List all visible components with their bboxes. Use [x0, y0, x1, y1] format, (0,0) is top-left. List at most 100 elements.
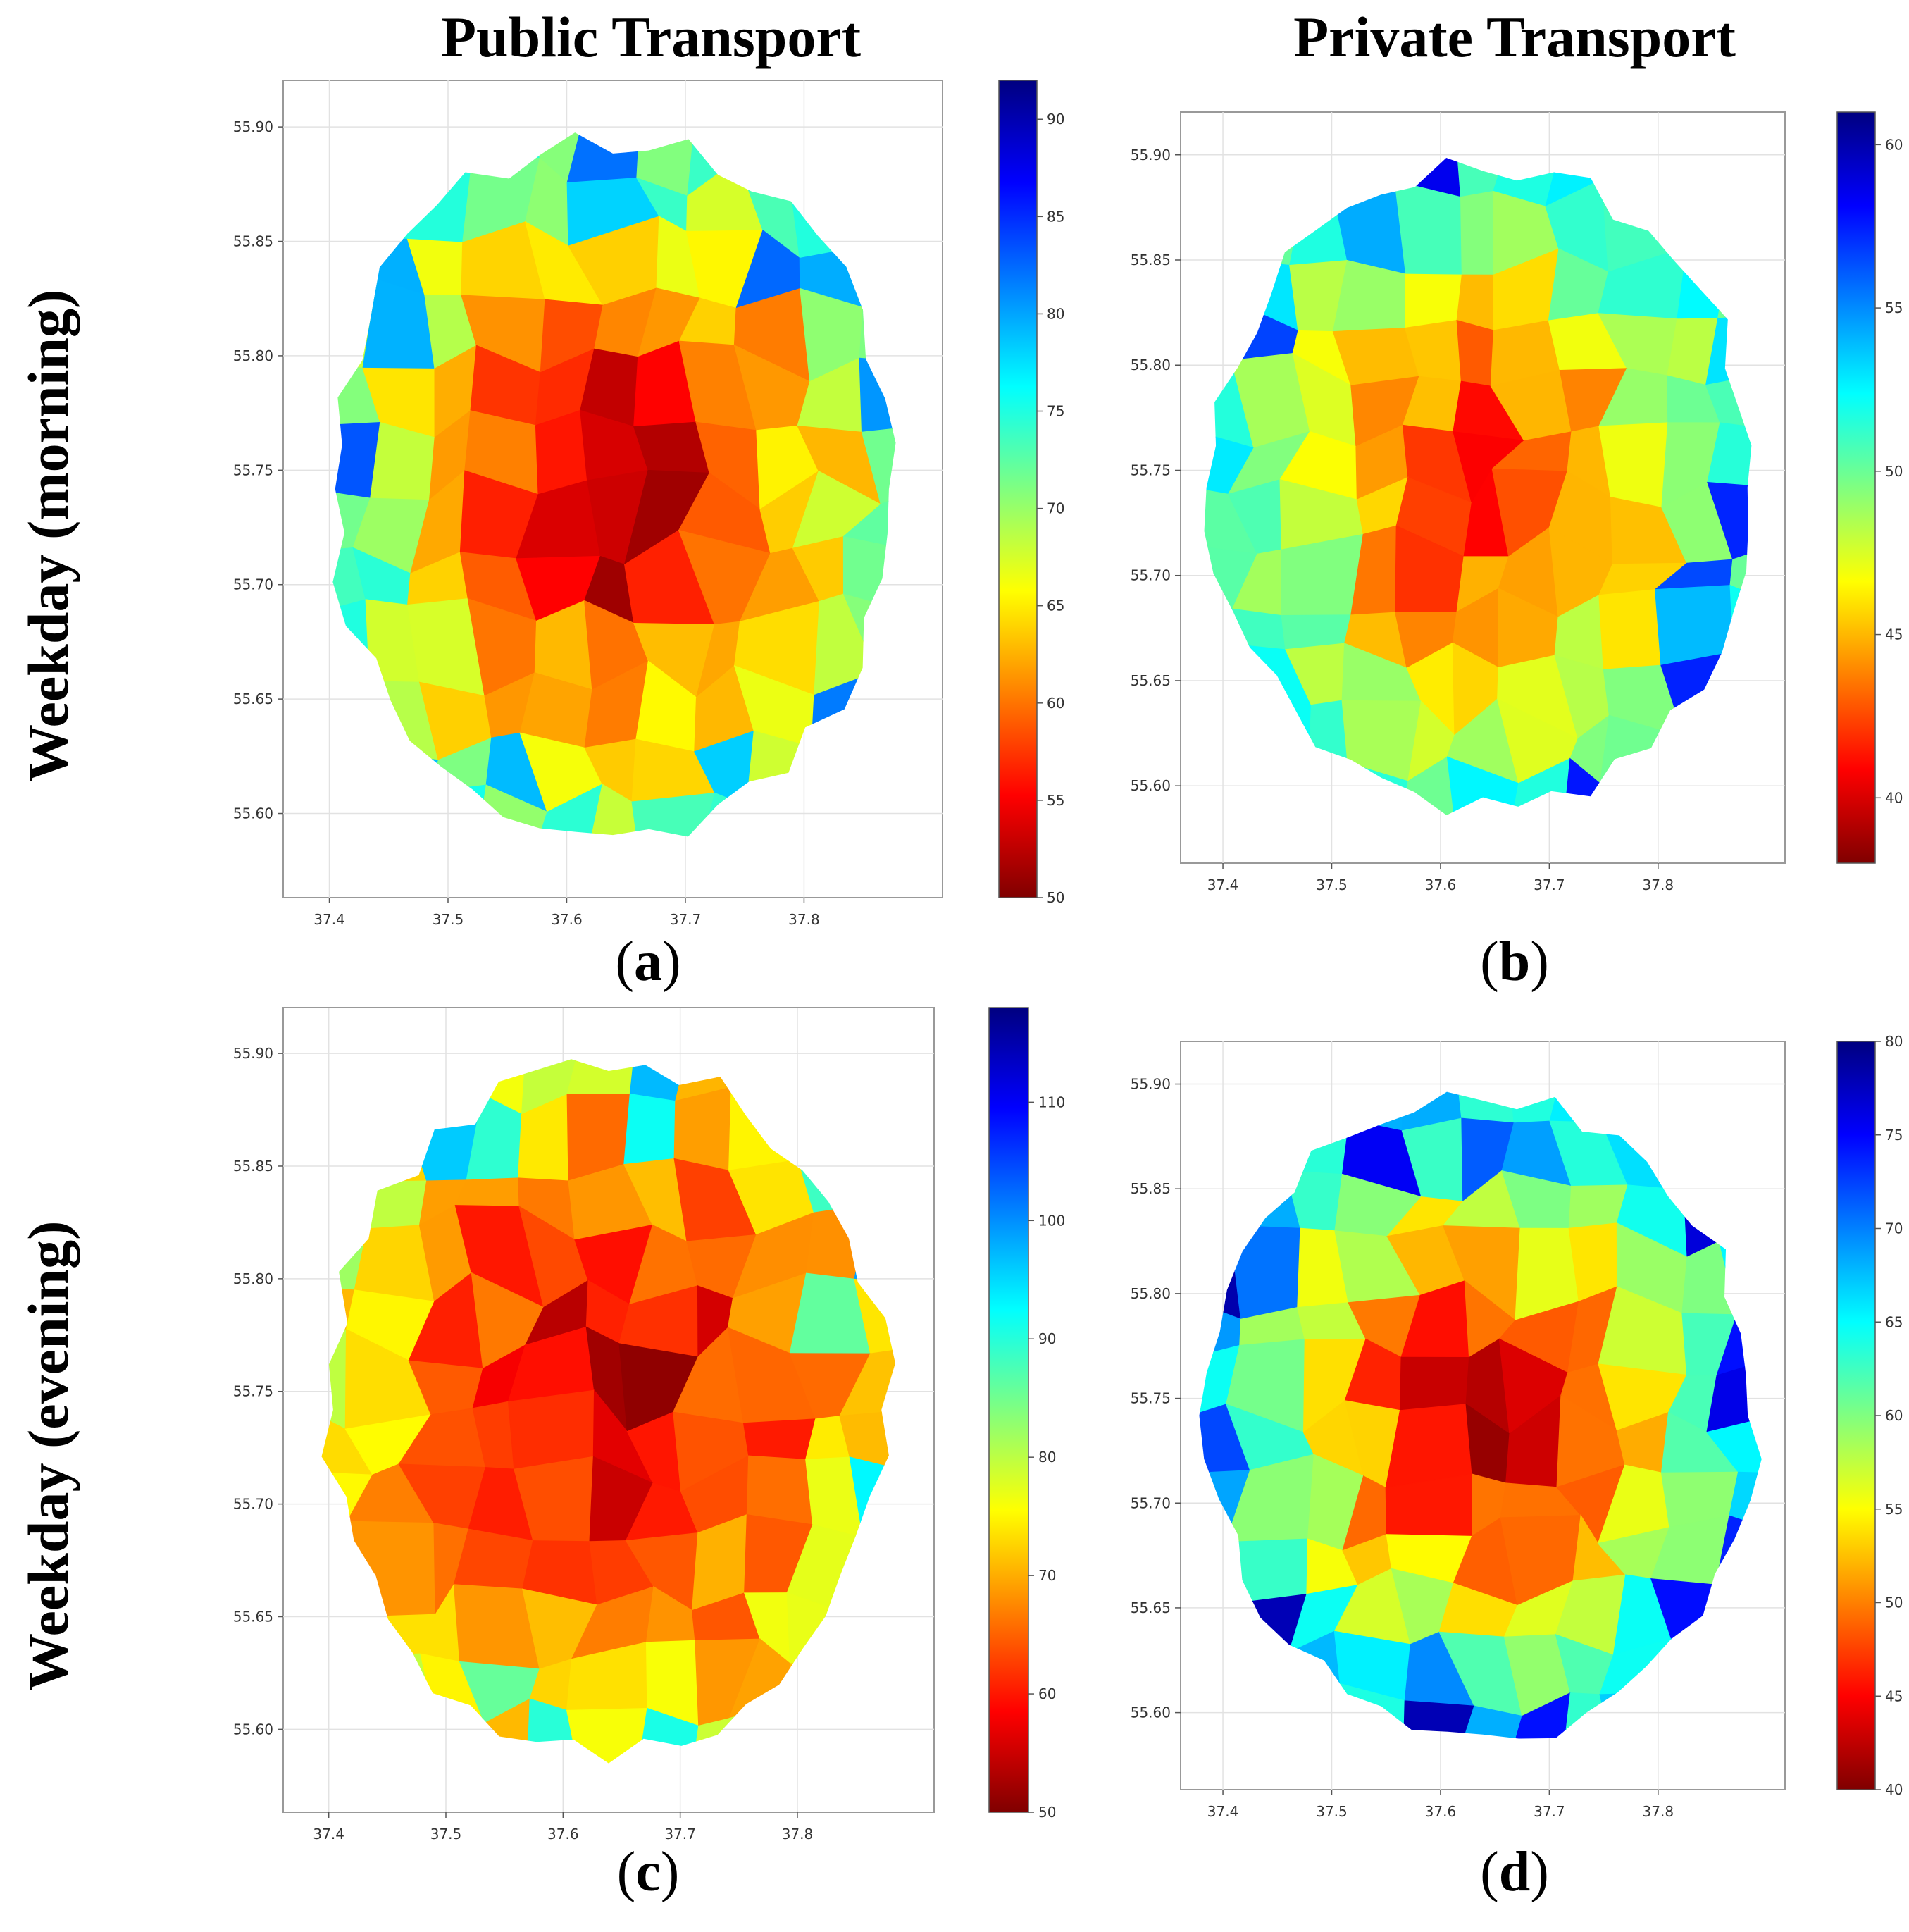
y-tick-label: 55.85 [233, 1158, 273, 1175]
y-tick-label: 55.75 [1131, 462, 1171, 478]
y-tick-label: 55.90 [1131, 1076, 1171, 1093]
colorbar-tick-label: 50 [1885, 463, 1903, 480]
colorbar-tick-label: 90 [1038, 1330, 1056, 1347]
y-tick-label: 55.60 [1131, 777, 1171, 794]
x-tick-label: 37.6 [1425, 1803, 1457, 1820]
district-region [861, 426, 896, 505]
y-tick-label: 55.65 [233, 1608, 273, 1625]
caption-d: (d) [1480, 1841, 1549, 1903]
district-region [1385, 1404, 1473, 1489]
colorbar-tick-label: 50 [1038, 1804, 1056, 1821]
y-tick-label: 55.90 [233, 1045, 273, 1062]
colorbar-tick-label: 55 [1885, 1501, 1903, 1518]
colorbar [1836, 111, 1876, 864]
district-region [1403, 1700, 1475, 1739]
district-region [742, 1418, 816, 1460]
x-tick-label: 37.7 [670, 911, 702, 928]
colorbar-tick-label: 55 [1047, 792, 1064, 809]
colorbar-tick-label: 80 [1047, 305, 1064, 322]
x-tick-label: 37.8 [782, 1826, 814, 1843]
caption-a: (a) [615, 931, 681, 993]
district-region [1707, 481, 1752, 560]
y-tick-label: 55.90 [1131, 147, 1171, 163]
x-tick-label: 37.5 [430, 1826, 462, 1843]
x-tick-label: 37.6 [551, 911, 583, 928]
x-tick-label: 37.8 [788, 911, 820, 928]
colorbar [1836, 1041, 1876, 1790]
y-tick-label: 55.75 [233, 462, 273, 478]
colorbar-tick-label: 85 [1047, 208, 1064, 225]
x-tick-label: 37.5 [1316, 1803, 1348, 1820]
district-region [529, 784, 603, 837]
y-tick-label: 55.85 [1131, 1180, 1171, 1197]
caption-c: (c) [616, 1841, 680, 1903]
x-tick-label: 37.4 [313, 911, 345, 928]
colorbar-tick-label: 70 [1047, 500, 1064, 517]
colorbar-tick-label: 110 [1038, 1094, 1065, 1110]
y-tick-label: 55.80 [1131, 357, 1171, 373]
colorbar [998, 80, 1038, 898]
x-tick-label: 37.4 [1207, 1803, 1239, 1820]
district-region [631, 792, 716, 837]
y-tick-label: 55.85 [1131, 252, 1171, 268]
district-region [746, 1455, 814, 1525]
district-region [1460, 190, 1494, 275]
district-region [1455, 1705, 1523, 1739]
colorbar-tick-label: 65 [1047, 597, 1064, 614]
colorbar-tick-label: 65 [1885, 1313, 1903, 1330]
column-title-public: Public Transport [440, 5, 862, 69]
colorbar-tick-label: 80 [1885, 1033, 1903, 1050]
district-region [673, 1086, 732, 1171]
x-tick-label: 37.6 [547, 1826, 579, 1843]
y-tick-label: 55.90 [233, 118, 273, 135]
panel-c: 37.4 37.5 37.6 37.7 37.8 55.90 55.85 55.80 55.75… [233, 1007, 1065, 1843]
colorbar-tick-label: 60 [1038, 1685, 1056, 1702]
y-tick-label: 55.65 [1131, 672, 1171, 689]
x-tick-label: 37.4 [1207, 877, 1239, 893]
colorbar-tick-label: 70 [1885, 1220, 1903, 1237]
district-region [1456, 319, 1494, 387]
y-tick-label: 55.60 [233, 805, 273, 822]
x-tick-label: 37.8 [1643, 877, 1674, 893]
column-title-private: Private Transport [1293, 5, 1736, 69]
colorbar-tick-label: 70 [1038, 1567, 1056, 1584]
x-tick-label: 37.5 [1316, 877, 1348, 893]
district-region [842, 488, 896, 552]
district-region [1707, 422, 1752, 488]
district-region [1404, 273, 1462, 329]
x-tick-label: 37.7 [664, 1826, 696, 1843]
y-tick-label: 55.80 [233, 1270, 273, 1287]
district-region [1399, 1356, 1470, 1411]
x-tick-label: 37.4 [313, 1826, 344, 1843]
y-tick-label: 55.85 [233, 233, 273, 250]
y-tick-label: 55.70 [1131, 567, 1171, 584]
colorbar-tick-label: 100 [1038, 1212, 1065, 1229]
x-tick-label: 37.6 [1425, 877, 1457, 893]
colorbar-tick-label: 50 [1885, 1594, 1903, 1611]
colorbar-tick-label: 60 [1047, 695, 1064, 712]
x-tick-label: 37.7 [1534, 1803, 1565, 1820]
district-region [1598, 589, 1662, 670]
district-layer [1199, 1091, 1762, 1739]
colorbar-tick-label: 45 [1885, 626, 1903, 643]
colorbar [988, 1007, 1029, 1813]
panel-b: 37.4 37.5 37.6 37.7 37.8 55.90 55.85 55.80 55.75… [1131, 111, 1903, 893]
y-tick-label: 55.70 [233, 576, 273, 593]
y-tick-label: 55.65 [233, 691, 273, 707]
y-tick-label: 55.65 [1131, 1599, 1171, 1616]
district-region [585, 784, 641, 837]
colorbar-tick-label: 50 [1047, 889, 1064, 906]
district-region [535, 409, 588, 495]
colorbar-tick-label: 40 [1885, 1781, 1903, 1798]
colorbar-tick-label: 75 [1885, 1127, 1903, 1144]
colorbar-tick-label: 75 [1047, 403, 1064, 420]
y-tick-label: 55.70 [233, 1496, 273, 1513]
panel-a: 37.4 37.5 37.6 37.7 37.8 55.90 55.85 55.80 55.75… [233, 80, 1064, 928]
y-tick-label: 55.80 [233, 347, 273, 364]
y-tick-label: 55.70 [1131, 1494, 1171, 1511]
district-region [507, 1389, 595, 1470]
y-tick-label: 55.60 [233, 1721, 273, 1738]
x-tick-label: 37.8 [1643, 1803, 1674, 1820]
caption-b: (b) [1480, 931, 1549, 993]
y-tick-label: 55.75 [1131, 1390, 1171, 1407]
